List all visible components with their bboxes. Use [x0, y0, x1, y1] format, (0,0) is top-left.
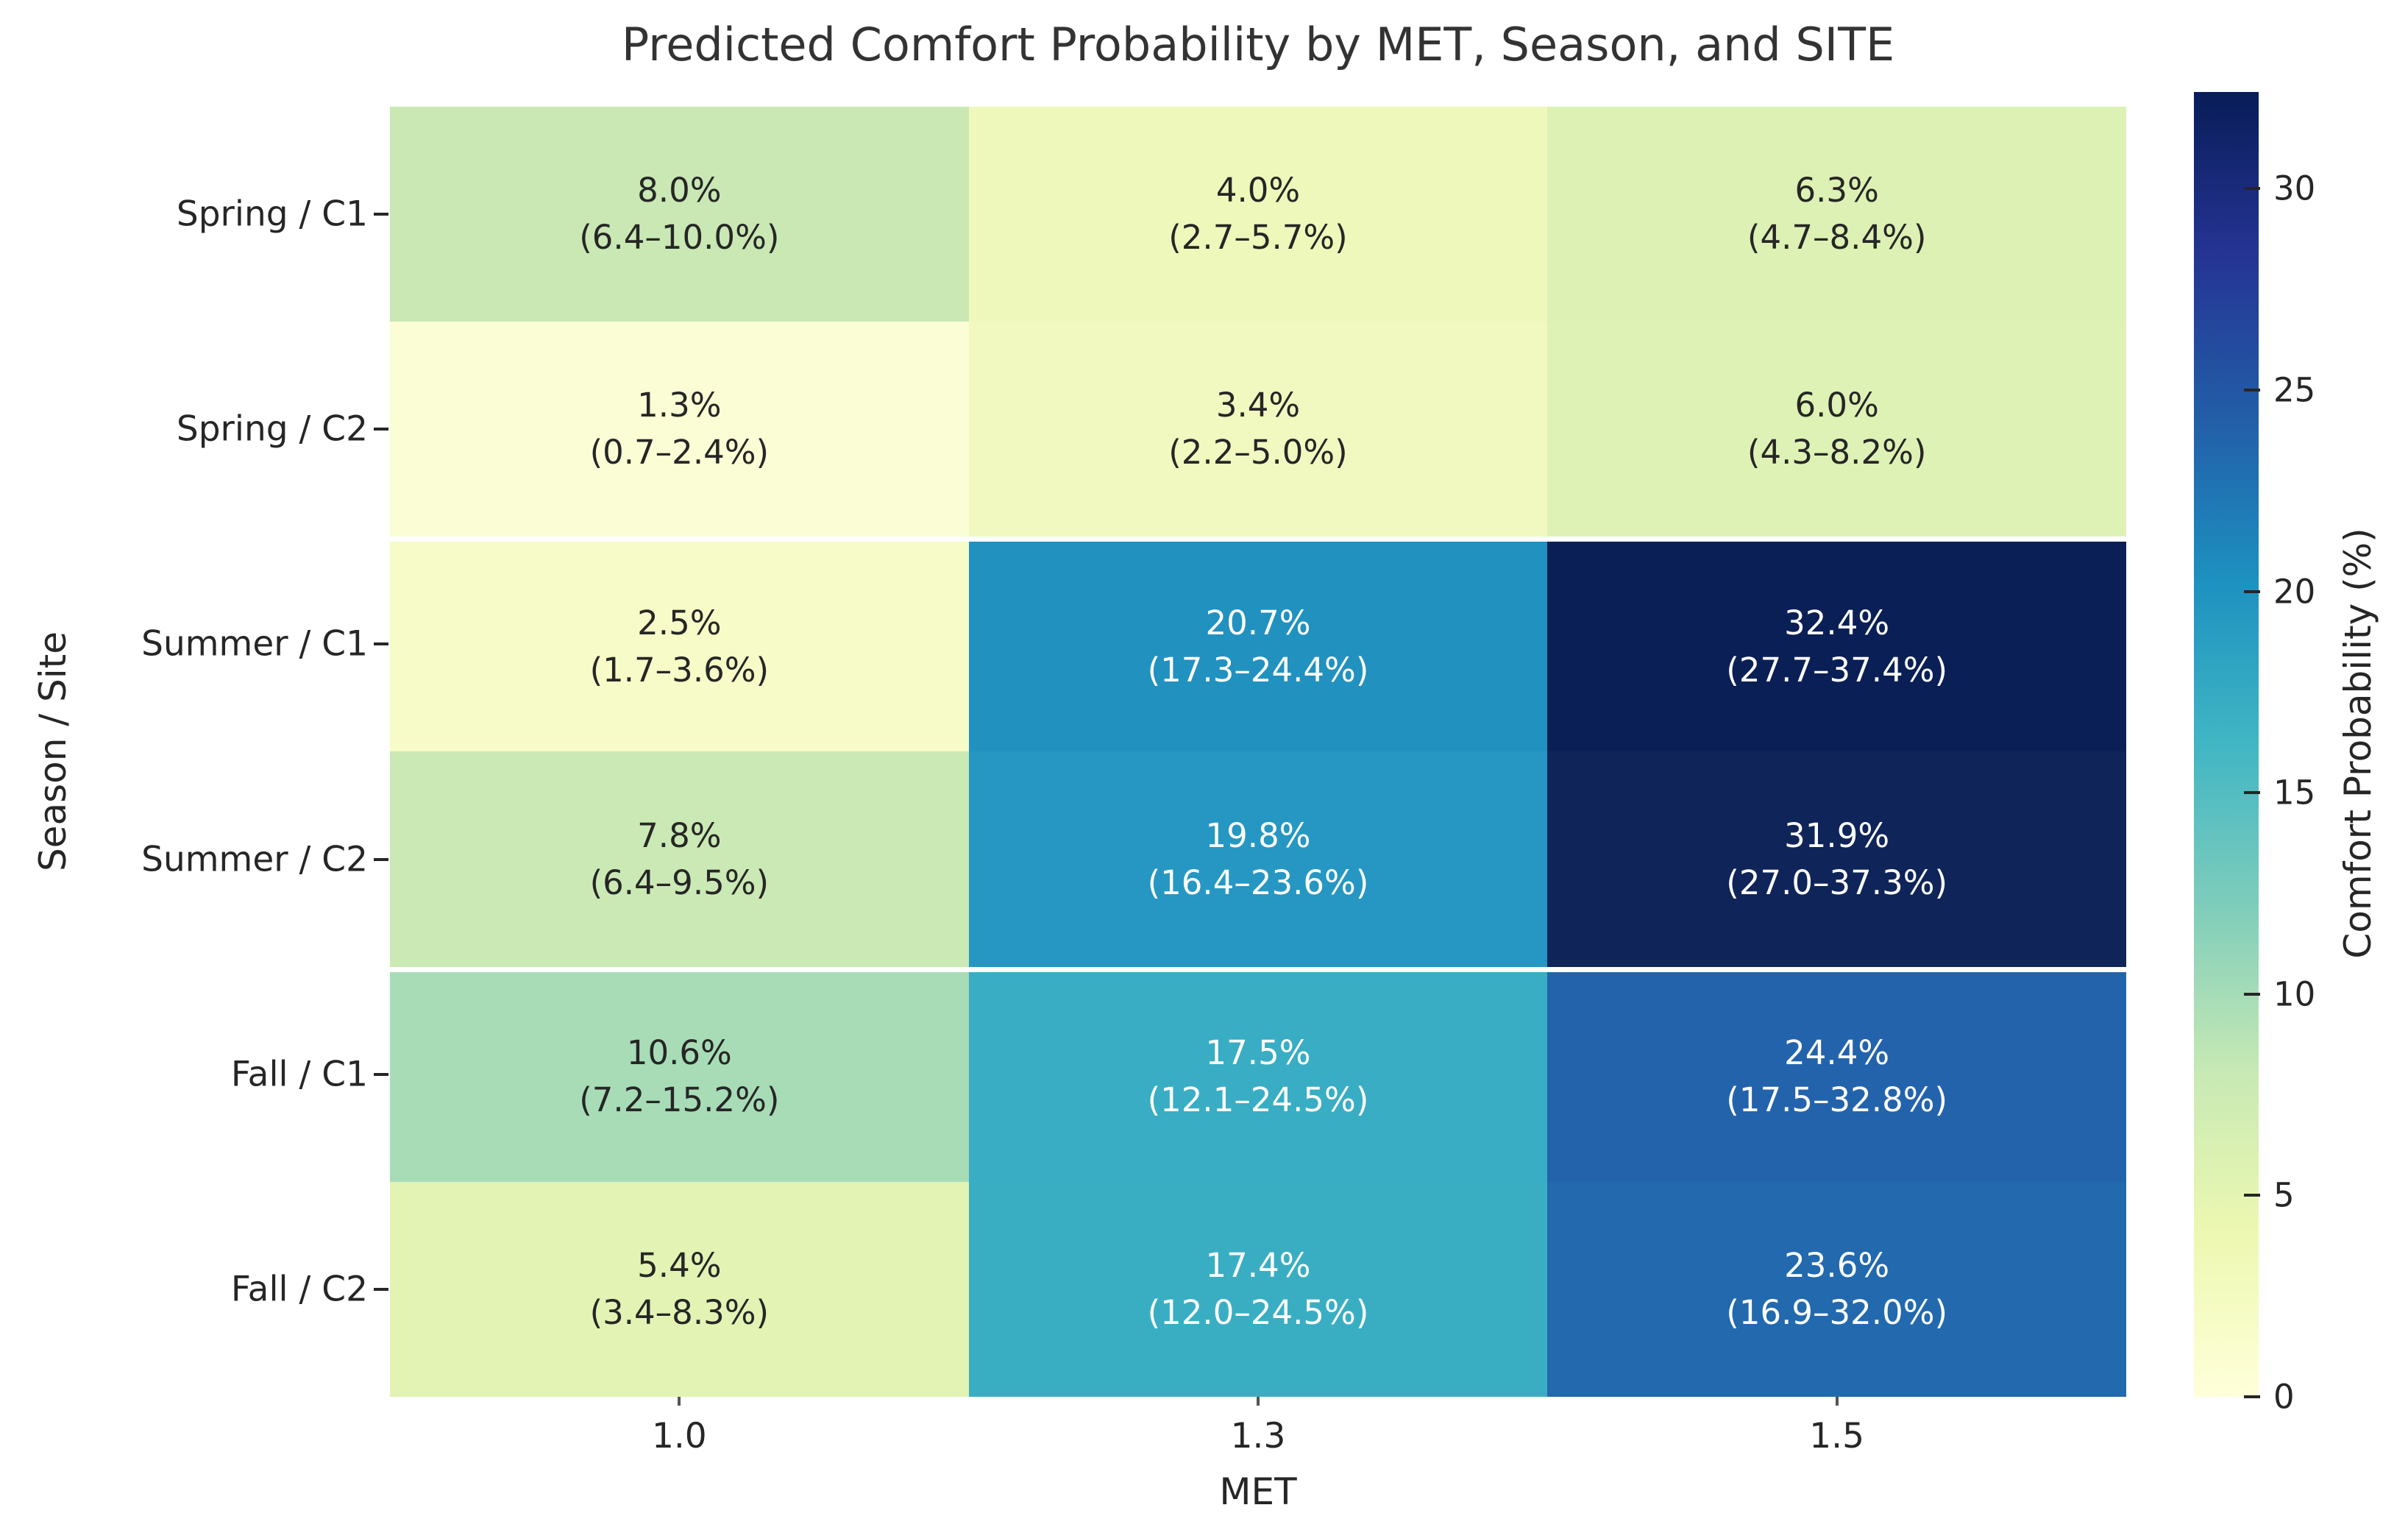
cell-ci: (2.2–5.0%) — [1168, 433, 1348, 472]
cell-value: 10.6% — [626, 1033, 732, 1073]
cell-ci: (3.4–8.3%) — [589, 1292, 770, 1332]
cell-ci: (16.9–32.0%) — [1726, 1292, 1948, 1332]
cell-ci: (17.3–24.4%) — [1147, 650, 1369, 690]
cell-value: 8.0% — [637, 171, 722, 210]
heatmap-cell-r3c1: 19.8% (16.4–23.6%) — [968, 751, 1548, 967]
cell-ci: (4.7–8.4%) — [1747, 218, 1927, 258]
ytick-label-3: Summer / C2 — [141, 839, 368, 880]
cell-ci: (12.1–24.5%) — [1147, 1080, 1369, 1120]
cbar-tick-mark-20 — [2244, 589, 2260, 593]
cbar-tick-mark-25 — [2244, 388, 2260, 392]
cbar-tick-label-30: 30 — [2273, 169, 2316, 208]
ytick-label-1: Spring / C2 — [176, 408, 368, 450]
heatmap-cell-r3c2: 31.9% (27.0–37.3%) — [1547, 751, 2126, 967]
cell-value: 7.8% — [637, 815, 722, 855]
cell-ci: (6.4–10.0%) — [579, 218, 780, 258]
colorbar-label: Comfort Probability (%) — [2337, 528, 2379, 959]
cell-value: 5.4% — [637, 1246, 722, 1286]
ytick-mark-5 — [374, 1287, 388, 1291]
heatmap-cell-r4c0: 10.6% (7.2–15.2%) — [390, 966, 969, 1182]
heatmap-cell-r1c1: 3.4% (2.2–5.0%) — [968, 322, 1548, 537]
cell-value: 17.4% — [1205, 1246, 1311, 1286]
heatmap-cell-r2c1: 20.7% (17.3–24.4%) — [968, 536, 1548, 752]
heatmap-cell-r0c0: 8.0% (6.4–10.0%) — [390, 107, 969, 322]
ytick-mark-3 — [374, 857, 388, 861]
heatmap-cell-r4c2: 24.4% (17.5–32.8%) — [1547, 966, 2126, 1182]
cell-ci: (12.0–24.5%) — [1147, 1292, 1369, 1332]
x-axis-label: MET — [1219, 1470, 1297, 1513]
cell-value: 31.9% — [1784, 815, 1890, 855]
heatmap-cell-r2c2: 32.4% (27.7–37.4%) — [1547, 536, 2126, 752]
cell-value: 32.4% — [1784, 603, 1890, 643]
ytick-label-2: Summer / C1 — [141, 623, 368, 665]
heatmap-cell-r5c1: 17.4% (12.0–24.5%) — [968, 1181, 1548, 1397]
ytick-mark-0 — [374, 213, 388, 216]
ytick-mark-4 — [374, 1072, 388, 1076]
cell-value: 6.3% — [1794, 171, 1879, 210]
cell-ci: (27.7–37.4%) — [1726, 650, 1948, 690]
heatmap-grid: 8.0% (6.4–10.0%) 4.0% (2.7–5.7%) 6.3% (4.7–8.… — [390, 107, 2126, 1397]
cell-value: 1.3% — [637, 386, 722, 425]
heatmap-cell-r3c0: 7.8% (6.4–9.5%) — [390, 751, 969, 967]
cbar-tick-label-20: 20 — [2273, 572, 2316, 612]
xtick-label-0: 1.0 — [651, 1416, 707, 1456]
ytick-label-5: Fall / C2 — [230, 1269, 368, 1310]
cell-value: 23.6% — [1784, 1246, 1890, 1286]
cell-ci: (1.7–3.6%) — [589, 650, 770, 690]
heatmap-cell-r4c1: 17.5% (12.1–24.5%) — [968, 966, 1548, 1182]
heatmap-cell-r2c0: 2.5% (1.7–3.6%) — [390, 536, 969, 752]
cell-ci: (6.4–9.5%) — [589, 863, 770, 902]
cbar-tick-label-0: 0 — [2273, 1377, 2295, 1417]
cell-ci: (16.4–23.6%) — [1147, 863, 1369, 902]
cbar-tick-label-25: 25 — [2273, 370, 2316, 410]
xtick-label-2: 1.5 — [1809, 1416, 1865, 1456]
cell-value: 3.4% — [1215, 386, 1301, 425]
cell-value: 20.7% — [1205, 603, 1311, 643]
cell-ci: (27.0–37.3%) — [1726, 863, 1948, 902]
cell-ci: (17.5–32.8%) — [1726, 1080, 1948, 1120]
cell-ci: (0.7–2.4%) — [589, 433, 770, 472]
cell-value: 2.5% — [637, 603, 722, 643]
ytick-label-4: Fall / C1 — [230, 1054, 368, 1095]
heatmap-cell-r5c0: 5.4% (3.4–8.3%) — [390, 1181, 969, 1397]
cell-value: 17.5% — [1205, 1033, 1311, 1073]
cbar-tick-label-5: 5 — [2273, 1175, 2295, 1215]
cell-value: 4.0% — [1215, 171, 1301, 210]
cell-value: 6.0% — [1794, 386, 1879, 425]
cbar-tick-label-15: 15 — [2273, 773, 2316, 812]
heatmap-cell-r0c1: 4.0% (2.7–5.7%) — [968, 107, 1548, 322]
cbar-tick-mark-0 — [2244, 1395, 2260, 1398]
xtick-mark-1 — [1257, 1397, 1260, 1406]
cell-ci: (7.2–15.2%) — [579, 1080, 780, 1120]
colorbar-gradient — [2194, 92, 2259, 1397]
xtick-label-1: 1.3 — [1230, 1416, 1286, 1456]
cell-ci: (2.7–5.7%) — [1168, 218, 1348, 258]
cell-value: 19.8% — [1205, 815, 1311, 855]
cbar-tick-mark-30 — [2244, 187, 2260, 191]
heatmap-cell-r0c2: 6.3% (4.7–8.4%) — [1547, 107, 2126, 322]
xtick-mark-2 — [1835, 1397, 1839, 1406]
heatmap-cell-r5c2: 23.6% (16.9–32.0%) — [1547, 1181, 2126, 1397]
ytick-mark-2 — [374, 642, 388, 646]
cbar-tick-mark-10 — [2244, 992, 2260, 996]
cell-value: 24.4% — [1784, 1033, 1890, 1073]
ytick-label-0: Spring / C1 — [176, 194, 368, 235]
chart-title: Predicted Comfort Probability by MET, Se… — [621, 18, 1895, 71]
cbar-tick-label-10: 10 — [2273, 974, 2316, 1014]
cell-ci: (4.3–8.2%) — [1747, 433, 1927, 472]
y-axis-label: Season / Site — [32, 631, 74, 872]
cbar-tick-mark-15 — [2244, 791, 2260, 795]
ytick-mark-1 — [374, 428, 388, 431]
heatmap-cell-r1c2: 6.0% (4.3–8.2%) — [1547, 322, 2126, 537]
xtick-mark-0 — [678, 1397, 681, 1406]
heatmap-cell-r1c0: 1.3% (0.7–2.4%) — [390, 322, 969, 537]
cbar-tick-mark-5 — [2244, 1194, 2260, 1197]
